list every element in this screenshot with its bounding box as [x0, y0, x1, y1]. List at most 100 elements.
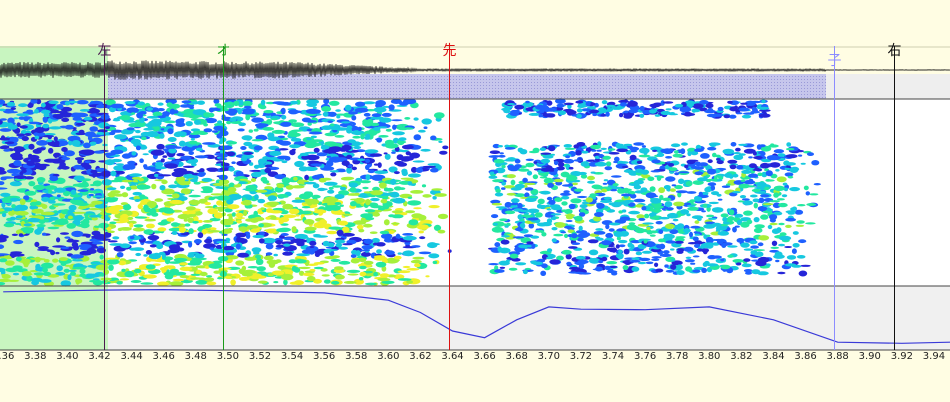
spectrogram-cell [235, 212, 244, 218]
spectrogram-cell [541, 263, 548, 269]
spectrogram-cell [131, 112, 136, 115]
spectrogram-cell [402, 233, 414, 236]
spectrogram-cell [298, 166, 309, 172]
spectrogram-cell [414, 263, 421, 268]
spectrogram-cell [490, 199, 501, 204]
spectrogram-cell [364, 209, 376, 213]
spectrogram-cell [230, 279, 236, 286]
spectrogram-cell [394, 171, 400, 175]
spectrogram-cell [79, 268, 86, 275]
spectrogram-cell [0, 118, 7, 121]
spectrogram-cell [702, 203, 708, 208]
spectrogram-cell [347, 273, 359, 276]
spectrogram-cell [239, 178, 248, 181]
waveform-spectrogram-view[interactable] [0, 46, 950, 356]
spectrogram-cell [373, 271, 378, 277]
spectrogram-cell [570, 198, 582, 204]
spectrogram-cell [628, 222, 636, 226]
spectrogram-cell [204, 238, 213, 244]
spectrogram-cell [733, 152, 741, 155]
spectrogram-cell [51, 203, 66, 206]
spectrogram-cell [60, 232, 69, 235]
spectrogram-cell [565, 253, 572, 260]
spectrogram-cell [178, 140, 186, 147]
spectrogram-cell [734, 213, 744, 218]
spectrogram-cell [235, 171, 244, 176]
spectrogram-cell [707, 168, 717, 175]
spectrogram-cell [518, 244, 529, 249]
spectrogram-cell [655, 268, 664, 273]
spectrogram-cell [53, 136, 58, 142]
spectrogram-cell [341, 144, 352, 151]
spectrogram-cell [680, 209, 690, 215]
spectrogram-cell [0, 237, 7, 243]
spectrogram-cell [527, 208, 540, 214]
spectrogram-cell [43, 113, 50, 118]
spectrogram-cell [11, 233, 18, 236]
spectrogram-cell [758, 197, 765, 204]
axis-tick-label: 3.44 [120, 351, 143, 362]
spectrogram-cell [24, 190, 37, 196]
spectrogram-cell [581, 150, 589, 154]
spectrogram-cell [752, 198, 760, 203]
spectrogram-cell [359, 265, 367, 270]
boundary-start-label[interactable]: 先 [442, 43, 457, 59]
spectrogram-cell [237, 252, 250, 258]
spectrogram-cell [255, 258, 264, 265]
spectrogram-cell [498, 260, 510, 266]
axis-tick-label: 3.54 [280, 351, 304, 362]
spectrogram-cell [779, 235, 792, 241]
spectrogram-cell [234, 217, 246, 220]
spectrogram-cell [42, 117, 48, 120]
spectrogram-cell [159, 133, 165, 139]
boundary-ko-label[interactable]: 子 [827, 53, 842, 69]
spectrogram-cell [372, 212, 381, 217]
spectrogram-cell [708, 201, 719, 205]
spectrogram-cell [168, 148, 177, 154]
spectrogram-cell [231, 161, 236, 164]
spectrogram-cell [635, 204, 644, 208]
spectrogram-cell [0, 258, 8, 263]
spectrogram-cell [506, 174, 516, 179]
spectrogram-cell [146, 115, 159, 119]
spectrogram-cell [374, 255, 386, 259]
boundary-right-label[interactable]: 右 [887, 43, 902, 59]
spectrogram-cell [266, 119, 273, 125]
spectrogram-cell [98, 222, 109, 229]
spectrogram-cell [313, 262, 325, 265]
waveform-band [108, 74, 826, 99]
spectrogram-cell [735, 112, 743, 115]
spectrogram-cell [488, 263, 499, 266]
pitch-panel[interactable] [0, 286, 950, 350]
spectrogram-cell [402, 144, 414, 150]
spectrogram-cell [575, 230, 588, 234]
spectrogram-cell [304, 181, 317, 185]
spectrogram-cell [23, 223, 32, 227]
spectrogram-cell [767, 224, 773, 230]
spectrogram-cell [189, 106, 195, 110]
spectrogram-cell [283, 237, 294, 241]
spectrogram-cell [618, 249, 623, 254]
spectrogram-cell [501, 235, 510, 238]
spectrogram-cell [61, 157, 71, 161]
spectrogram-cell [3, 223, 15, 228]
spectrogram-cell [350, 258, 360, 264]
spectrogram-cell [669, 112, 675, 115]
spectrogram-cell [204, 265, 210, 269]
spectrogram-cell [510, 179, 516, 186]
spectrogram-cell [105, 99, 116, 106]
spectrogram-cell [43, 211, 55, 216]
spectrogram-cell [722, 217, 728, 222]
spectrogram-cell [87, 249, 92, 256]
spectrogram-cell [748, 163, 757, 169]
boundary-left-label[interactable]: 左 [97, 43, 112, 59]
spectrogram-cell [127, 216, 134, 220]
boundary-o-label[interactable]: オ [216, 43, 231, 59]
spectrogram-cell [575, 100, 584, 104]
spectrogram-cell [607, 148, 616, 151]
spectrogram-cell [800, 264, 811, 267]
spectrogram-cell [410, 190, 424, 194]
spectrogram-cell [537, 198, 545, 205]
spectrogram-cell [84, 160, 92, 164]
spectrogram-cell [541, 254, 548, 260]
